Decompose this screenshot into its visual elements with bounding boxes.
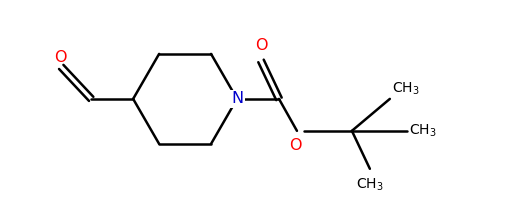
Text: O: O [54,50,67,65]
Text: O: O [255,38,267,53]
Text: CH$_3$: CH$_3$ [356,177,383,193]
Text: N: N [231,91,243,106]
Text: CH$_3$: CH$_3$ [409,123,436,139]
Text: CH$_3$: CH$_3$ [392,81,419,97]
Text: O: O [289,138,301,153]
